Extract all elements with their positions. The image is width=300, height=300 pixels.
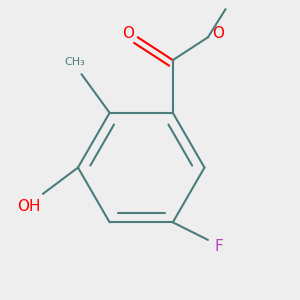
Text: O: O	[122, 26, 134, 41]
Text: CH₃: CH₃	[64, 57, 85, 67]
Text: F: F	[214, 239, 223, 254]
Text: OH: OH	[17, 199, 41, 214]
Text: O: O	[212, 26, 224, 41]
